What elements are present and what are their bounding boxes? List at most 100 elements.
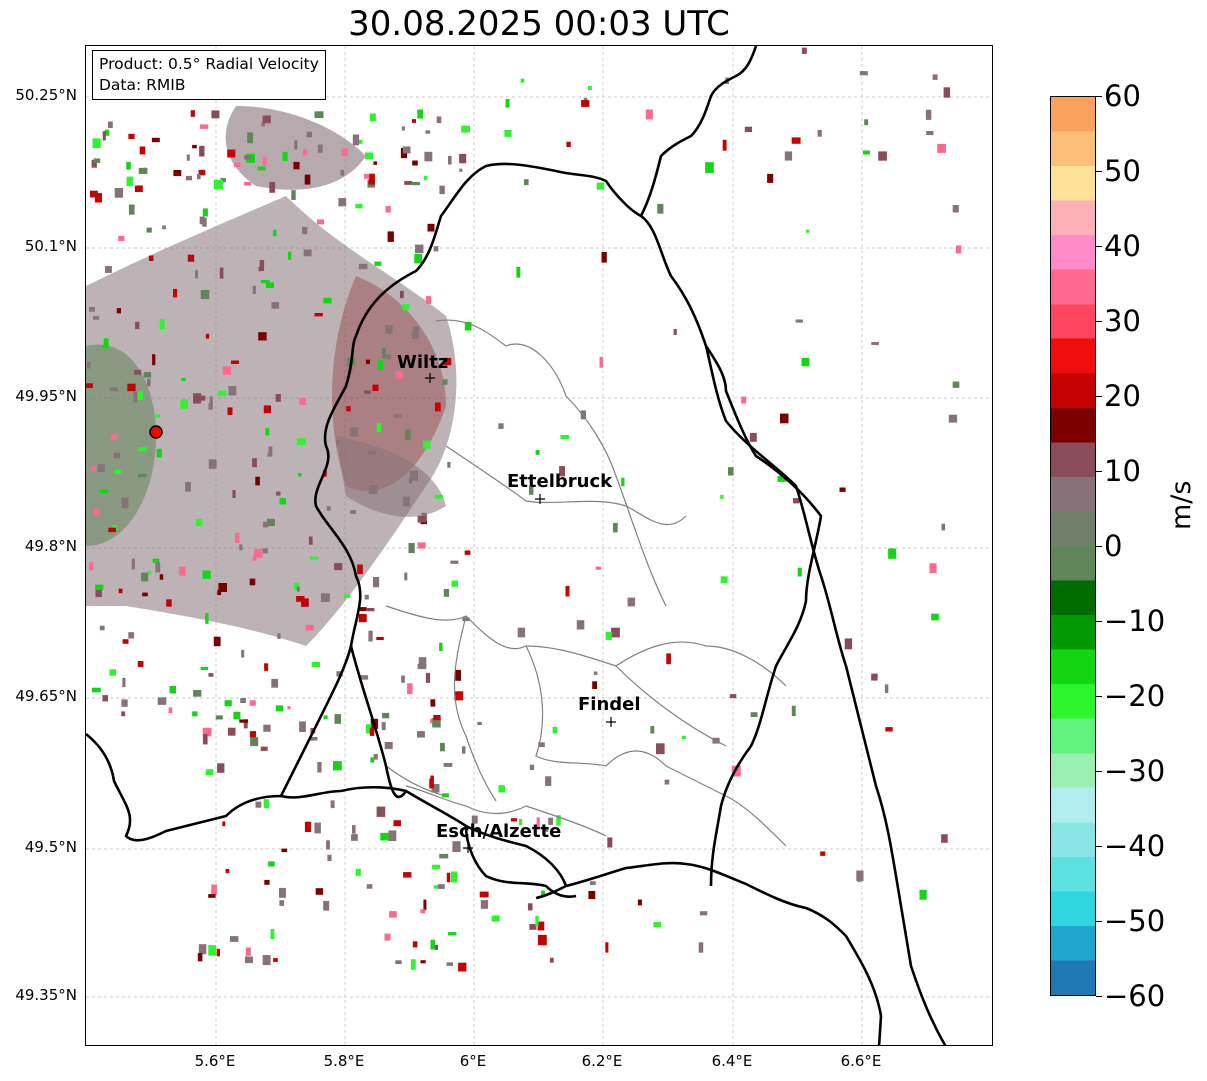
echo-cell bbox=[262, 115, 271, 124]
echo-cell bbox=[102, 131, 106, 141]
colorbar-tick-label: −10 bbox=[1104, 604, 1166, 638]
echo-cell bbox=[581, 100, 590, 107]
echo-cell bbox=[462, 746, 466, 754]
echo-cell bbox=[247, 132, 253, 144]
echo-cell bbox=[926, 131, 934, 136]
echo-cell bbox=[583, 98, 588, 102]
echo-cell bbox=[498, 423, 504, 429]
echo-cell bbox=[529, 485, 534, 495]
echo-cell bbox=[864, 119, 869, 126]
echo-cell bbox=[368, 485, 378, 495]
echo-cell bbox=[147, 570, 152, 575]
echo-cell bbox=[250, 737, 259, 747]
echo-cell bbox=[535, 916, 539, 927]
map-canvas bbox=[86, 46, 992, 1045]
echo-cell bbox=[134, 185, 143, 192]
echo-cell bbox=[304, 821, 312, 832]
echo-cell bbox=[267, 453, 273, 457]
echo-cell bbox=[366, 608, 375, 612]
echo-cell bbox=[302, 226, 308, 235]
echo-cell bbox=[844, 638, 853, 650]
echo-cell bbox=[344, 594, 351, 598]
radar-map[interactable] bbox=[85, 45, 993, 1046]
colorbar-tick-label: −30 bbox=[1104, 754, 1166, 788]
echo-cell bbox=[402, 496, 410, 507]
echo-cell bbox=[258, 266, 264, 272]
echo-cell bbox=[215, 715, 223, 720]
echo-cell bbox=[409, 470, 418, 481]
echo-cell bbox=[666, 653, 671, 665]
colorbar-tick-label: 20 bbox=[1104, 379, 1141, 413]
echo-cell bbox=[303, 249, 312, 257]
echo-cell bbox=[452, 841, 461, 852]
echo-cell bbox=[437, 884, 445, 889]
echo-cell bbox=[524, 179, 529, 186]
echo-cell bbox=[317, 144, 323, 153]
lon-tick-label: 5.6°E bbox=[194, 1052, 236, 1070]
echo-cell bbox=[216, 948, 220, 957]
echo-cell bbox=[741, 396, 747, 404]
echo-cell bbox=[121, 711, 126, 717]
echo-cell bbox=[425, 130, 431, 134]
echo-cell bbox=[326, 840, 330, 850]
colorbar-tick-mark bbox=[1096, 471, 1102, 472]
colorbar-tick-mark bbox=[1096, 996, 1102, 997]
colorbar-tick-label: 40 bbox=[1104, 229, 1141, 263]
echo-cell bbox=[232, 490, 236, 498]
echo-cell bbox=[220, 178, 226, 183]
colorbar-tick-label: −60 bbox=[1104, 979, 1166, 1013]
echo-cell bbox=[156, 448, 162, 458]
echo-cell bbox=[229, 936, 239, 942]
echo-cell bbox=[126, 176, 133, 187]
echo-cell bbox=[296, 596, 305, 602]
echo-cell bbox=[94, 193, 102, 203]
echo-cell bbox=[797, 567, 802, 577]
echo-cell bbox=[168, 707, 173, 714]
echo-cell bbox=[147, 378, 151, 387]
echo-cell bbox=[450, 871, 458, 883]
national-borders bbox=[86, 46, 947, 1045]
echo-cell bbox=[529, 764, 535, 770]
echo-cell bbox=[231, 360, 239, 364]
echo-cell bbox=[310, 556, 319, 560]
echo-cell bbox=[192, 711, 198, 717]
echo-cell bbox=[373, 754, 378, 760]
echo-cell bbox=[404, 572, 408, 581]
echo-cell bbox=[446, 962, 453, 966]
echo-cell bbox=[871, 342, 879, 346]
echo-cell bbox=[263, 405, 271, 414]
echo-cell bbox=[227, 149, 236, 158]
echo-cell bbox=[262, 156, 267, 166]
city-marker-esch bbox=[463, 843, 473, 853]
echo-cell bbox=[314, 313, 323, 317]
echo-cell bbox=[217, 589, 222, 596]
colorbar-tick-mark bbox=[1096, 546, 1102, 547]
echo-cell bbox=[537, 934, 547, 946]
echo-cell bbox=[192, 144, 197, 149]
echo-cell bbox=[505, 98, 510, 108]
echo-cell bbox=[327, 854, 332, 861]
echo-cell bbox=[387, 231, 394, 242]
echo-cell bbox=[358, 613, 367, 623]
echo-cell bbox=[395, 371, 403, 379]
canton-boundaries bbox=[385, 319, 787, 847]
echo-cell bbox=[447, 461, 451, 468]
echo-cell bbox=[805, 229, 810, 233]
echo-cell bbox=[265, 282, 274, 288]
echo-cell bbox=[650, 726, 655, 734]
echo-cell bbox=[817, 130, 822, 137]
echo-cell bbox=[537, 921, 545, 931]
echo-cell bbox=[240, 698, 246, 703]
echo-cell bbox=[214, 179, 223, 190]
echo-cell bbox=[309, 737, 318, 741]
echo-cell bbox=[588, 86, 592, 91]
echo-cell bbox=[462, 617, 470, 622]
echo-cell bbox=[368, 630, 373, 642]
echo-cell bbox=[412, 326, 419, 336]
echo-cell bbox=[91, 159, 97, 168]
echo-cell bbox=[370, 757, 375, 763]
echo-cell bbox=[366, 724, 372, 734]
echo-cell bbox=[138, 167, 148, 174]
echo-cell bbox=[296, 586, 300, 592]
echo-cell bbox=[157, 697, 167, 705]
